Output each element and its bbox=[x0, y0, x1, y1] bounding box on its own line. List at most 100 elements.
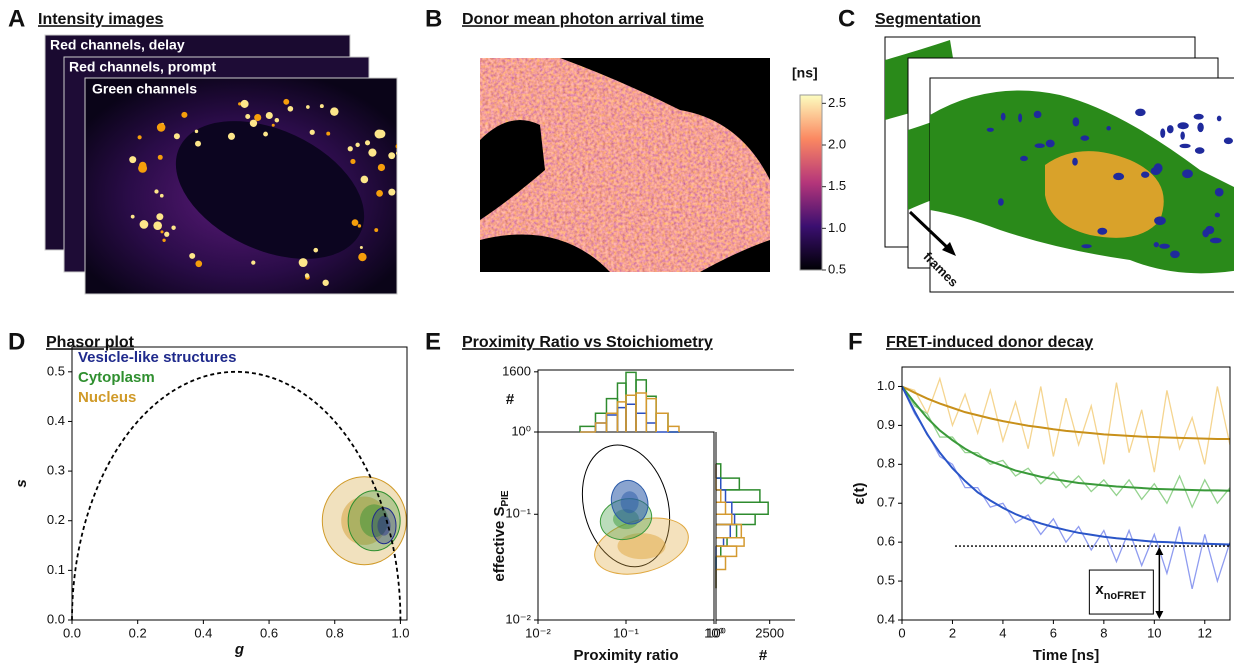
panel-title: Donor mean photon arrival time bbox=[462, 11, 704, 28]
vesicle-spot bbox=[357, 224, 362, 228]
y-tick-label: 0.7 bbox=[877, 495, 895, 510]
histogram-bin bbox=[635, 379, 648, 432]
vesicle-segment bbox=[1223, 137, 1233, 145]
histogram-bin bbox=[645, 422, 657, 432]
x-tick-label: 10⁰ bbox=[704, 625, 724, 640]
vesicle-segment bbox=[986, 127, 994, 132]
vesicle-spot bbox=[130, 214, 135, 219]
vesicle-segment bbox=[1033, 110, 1042, 119]
vesicle-segment bbox=[1113, 172, 1125, 181]
x-tick-label: 0 bbox=[898, 625, 905, 640]
vesicle-segment bbox=[1034, 143, 1045, 149]
y-tick-label: 0.4 bbox=[877, 611, 895, 626]
vesicle-spot bbox=[376, 189, 383, 197]
y-tick-label: 1600 bbox=[502, 363, 531, 378]
histogram-bin bbox=[716, 555, 727, 571]
vesicle-spot bbox=[173, 133, 180, 140]
background bbox=[480, 120, 545, 220]
y-tick-label: 0.4 bbox=[47, 413, 65, 428]
contour-core bbox=[377, 515, 391, 536]
cell-nucleus bbox=[175, 121, 365, 259]
vesicle-segment bbox=[1160, 128, 1166, 139]
histogram-bin bbox=[716, 501, 733, 516]
panel-letter: C bbox=[838, 5, 855, 32]
image-content bbox=[129, 98, 397, 286]
vesicle-segment bbox=[1135, 108, 1146, 117]
plot-frame bbox=[537, 369, 794, 432]
y-tick-label: 0.8 bbox=[877, 456, 895, 471]
vesicle-spot bbox=[238, 102, 242, 106]
vesicle-segment bbox=[1018, 113, 1023, 123]
annotation-sub: noFRET bbox=[1104, 590, 1146, 602]
vesicle-segment bbox=[1020, 155, 1028, 162]
vesicle-spot bbox=[350, 158, 356, 165]
x-axis-label: Time [ns] bbox=[1033, 647, 1099, 664]
arrow-head bbox=[1155, 547, 1164, 556]
x-tick-label: 2 bbox=[949, 625, 956, 640]
vesicle-spot bbox=[374, 129, 384, 139]
contour-core bbox=[617, 533, 666, 560]
histogram-bin bbox=[605, 414, 619, 432]
x-tick-label: 6 bbox=[1050, 625, 1057, 640]
layer-label: Red channels, prompt bbox=[69, 59, 216, 75]
panel-letter: D bbox=[8, 328, 25, 355]
background bbox=[480, 234, 610, 272]
vesicle-spot bbox=[355, 142, 360, 148]
vesicle-spot bbox=[157, 154, 163, 160]
colorbar bbox=[799, 94, 823, 271]
x-tick-label: 8 bbox=[1100, 625, 1107, 640]
y-tick-label: 10⁰ bbox=[511, 423, 531, 438]
x-tick-label: 4 bbox=[999, 625, 1006, 640]
vesicle-spot bbox=[319, 104, 324, 109]
vesicle-spot bbox=[195, 260, 203, 268]
vesicle-segment bbox=[1180, 131, 1185, 140]
histogram-bin bbox=[716, 536, 725, 547]
y-tick-label: 0.3 bbox=[47, 463, 65, 478]
vesicle-segment bbox=[1214, 187, 1224, 197]
arrow-head bbox=[942, 242, 956, 256]
vesicle-spot bbox=[156, 123, 166, 132]
data-line bbox=[902, 376, 1230, 473]
vesicle-spot bbox=[159, 193, 164, 198]
vesicle-spot bbox=[129, 156, 137, 164]
layer-label: Green channels bbox=[92, 81, 197, 97]
vesicle-spot bbox=[240, 99, 249, 108]
vesicle-spot bbox=[358, 252, 367, 262]
y-tick-label: 1.0 bbox=[877, 378, 895, 393]
contour bbox=[581, 444, 671, 568]
vesicle-spot bbox=[138, 163, 148, 173]
x-tick-label: 0.8 bbox=[326, 625, 344, 640]
vesicle-segment bbox=[1080, 135, 1090, 141]
fit-line bbox=[902, 385, 1230, 441]
histogram-bin bbox=[594, 422, 608, 432]
histogram-bin bbox=[716, 513, 733, 526]
histogram-bin bbox=[605, 412, 619, 432]
vesicle-spot bbox=[265, 111, 273, 120]
image-content bbox=[930, 90, 1234, 274]
panel-letter: E bbox=[425, 328, 441, 355]
annotation-main: x bbox=[1095, 581, 1104, 598]
x-tick-label: 0.0 bbox=[63, 625, 81, 640]
nucleus-segment bbox=[1045, 151, 1164, 238]
annotation: xnoFRET bbox=[1095, 581, 1146, 602]
histogram-bin bbox=[625, 403, 637, 432]
vesicle-segment bbox=[1141, 171, 1150, 178]
vesicle-spot bbox=[181, 111, 188, 118]
vesicle-spot bbox=[156, 213, 164, 221]
vesicle-spot bbox=[351, 219, 359, 226]
vesicle-spot bbox=[162, 238, 166, 242]
plot-area bbox=[902, 376, 1230, 590]
y-tick-label: 0.5 bbox=[47, 363, 65, 378]
x-tick-label: 12 bbox=[1198, 625, 1212, 640]
vesicle-spot bbox=[322, 279, 329, 286]
vesicle-segment bbox=[1072, 157, 1078, 166]
fit-line bbox=[902, 386, 1230, 546]
arrow-head bbox=[1155, 611, 1164, 619]
vesicle-spot bbox=[164, 231, 170, 237]
vesicle-spot bbox=[377, 163, 386, 172]
histogram-bin bbox=[616, 401, 627, 432]
vesicle-segment bbox=[1097, 227, 1108, 235]
vesicle-segment bbox=[1177, 122, 1189, 130]
